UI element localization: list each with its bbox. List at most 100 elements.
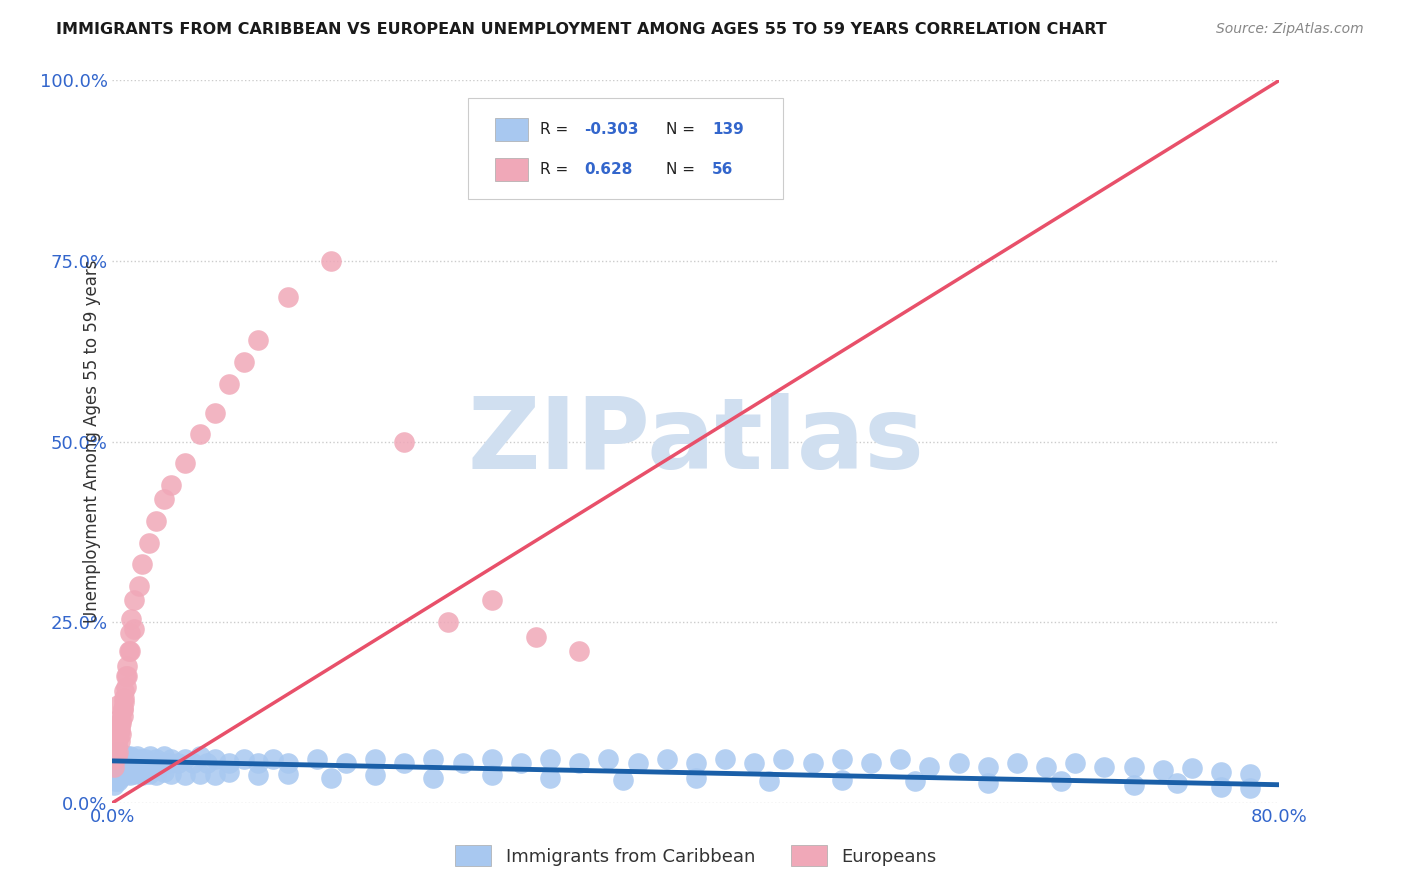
Point	[335, 756, 357, 770]
Point	[103, 748, 125, 763]
FancyBboxPatch shape	[495, 158, 527, 181]
Point	[481, 752, 503, 766]
Point	[114, 760, 136, 774]
Point	[110, 727, 132, 741]
Point	[108, 767, 131, 781]
Point	[742, 756, 765, 770]
Point	[118, 768, 141, 782]
Point	[124, 752, 146, 766]
Point	[104, 741, 127, 756]
Point	[103, 752, 125, 766]
Point	[131, 768, 153, 782]
Point	[262, 752, 284, 766]
Point	[174, 752, 197, 766]
Point	[247, 756, 270, 770]
Point	[422, 771, 444, 785]
Point	[247, 768, 270, 782]
Point	[118, 748, 141, 763]
Point	[128, 579, 150, 593]
Point	[136, 756, 159, 770]
Point	[321, 771, 343, 785]
Point	[685, 771, 707, 785]
Point	[103, 760, 125, 774]
Point	[108, 752, 131, 766]
Point	[111, 702, 134, 716]
Point	[204, 752, 226, 766]
Point	[110, 765, 132, 780]
Point	[131, 756, 153, 770]
Point	[167, 756, 190, 770]
Point	[129, 752, 152, 766]
Point	[114, 680, 136, 694]
Point	[104, 764, 127, 778]
Point	[111, 709, 134, 723]
Point	[801, 756, 824, 770]
Point	[115, 765, 138, 780]
Point	[138, 767, 160, 781]
Point	[714, 752, 737, 766]
Point	[108, 771, 131, 785]
Point	[232, 355, 254, 369]
Point	[105, 752, 128, 766]
Point	[218, 756, 240, 770]
Point	[1064, 756, 1087, 770]
Point	[104, 745, 127, 759]
Point	[112, 683, 135, 698]
Point	[110, 748, 132, 763]
Point	[481, 593, 503, 607]
Point	[904, 774, 927, 789]
Point	[105, 748, 128, 763]
Point	[160, 767, 183, 781]
Point	[568, 644, 591, 658]
Point	[598, 752, 620, 766]
Point	[111, 756, 134, 770]
Text: 56: 56	[713, 161, 734, 177]
Point	[437, 615, 460, 630]
Point	[831, 752, 853, 766]
Point	[145, 768, 167, 782]
Point	[451, 756, 474, 770]
Point	[112, 764, 135, 778]
Point	[218, 376, 240, 391]
Point	[1094, 760, 1116, 774]
Point	[125, 756, 148, 770]
Point	[1209, 780, 1232, 794]
Point	[976, 775, 998, 789]
Point	[364, 752, 387, 766]
Point	[139, 748, 162, 763]
Point	[889, 752, 911, 766]
Point	[124, 764, 146, 778]
Point	[148, 756, 170, 770]
Point	[138, 535, 160, 549]
Point	[145, 514, 167, 528]
Point	[174, 456, 197, 470]
Point	[107, 767, 129, 781]
Point	[111, 748, 134, 763]
Point	[772, 752, 794, 766]
Point	[111, 767, 134, 781]
Point	[108, 723, 131, 738]
Point	[105, 734, 128, 748]
Point	[110, 756, 132, 770]
Point	[105, 745, 128, 759]
Point	[195, 756, 218, 770]
Point	[122, 752, 145, 766]
Point	[1181, 761, 1204, 775]
Text: IMMIGRANTS FROM CARIBBEAN VS EUROPEAN UNEMPLOYMENT AMONG AGES 55 TO 59 YEARS COR: IMMIGRANTS FROM CARIBBEAN VS EUROPEAN UN…	[56, 22, 1107, 37]
Point	[1005, 756, 1028, 770]
Point	[174, 768, 197, 782]
Point	[124, 767, 146, 781]
Point	[118, 760, 141, 774]
Point	[152, 765, 174, 780]
Point	[188, 427, 211, 442]
Text: N =: N =	[665, 122, 700, 136]
Point	[111, 702, 134, 716]
Point	[111, 768, 134, 782]
Point	[655, 752, 678, 766]
Point	[364, 768, 387, 782]
Point	[127, 748, 149, 763]
Point	[422, 752, 444, 766]
Point	[124, 623, 146, 637]
Point	[128, 765, 150, 780]
Point	[1152, 764, 1174, 778]
